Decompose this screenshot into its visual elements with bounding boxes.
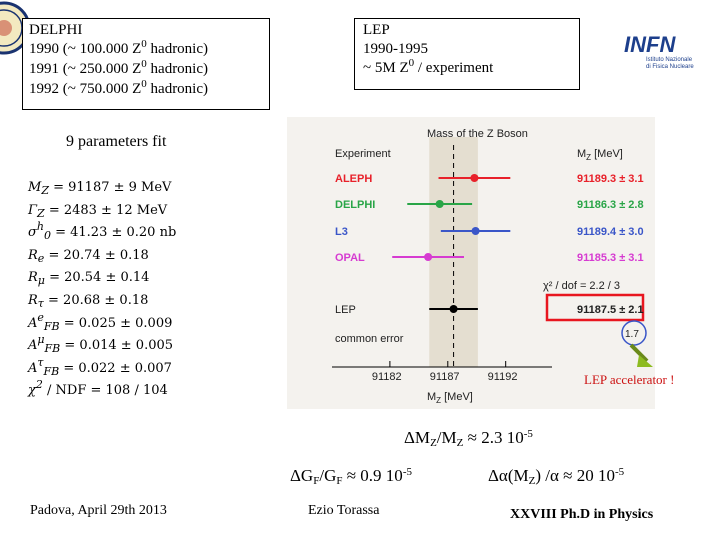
footer-course: XXVIII Ph.D in Physics	[510, 507, 654, 522]
lep-events-line: ~ 5M Z0 / experiment	[363, 57, 494, 76]
fit-parameter: MZ = 91187 ± 9 MeV	[28, 180, 172, 197]
experiment-label: L3	[335, 226, 348, 238]
fit-title: 9 parameters fit	[66, 133, 167, 150]
delphi-info-box: DELPHI 1990 (~ 100.000 Z0 hadronic) 1991 …	[22, 18, 270, 110]
lep-accelerator-note: LEP accelerator !	[584, 372, 675, 387]
arrow-head-icon	[637, 355, 653, 367]
experiment-point	[471, 227, 480, 235]
footer-date-place: Padova, April 29th 2013	[30, 503, 167, 518]
experiment-label: ALEPH	[335, 173, 372, 185]
lep-point	[449, 305, 458, 313]
fit-parameter: AτFB = 0.022 ± 0.007	[28, 355, 172, 378]
fit-parameter: Rμ = 20.54 ± 0.14	[28, 270, 150, 288]
lep-info-box: LEP 1990-1995 ~ 5M Z0 / experiment	[354, 18, 580, 90]
experiment-label: OPAL	[335, 252, 365, 264]
lep-years: 1990-1995	[363, 41, 428, 57]
arrow-shaft	[629, 343, 649, 363]
x-axis-tick-label: 91187	[430, 371, 460, 383]
fit-parameter: σh0 = 41.23 ± 0.20 nb	[28, 220, 177, 243]
fit-parameter: ΓZ = 2483 ± 12 MeV	[28, 202, 168, 220]
lep-error-band	[429, 137, 478, 367]
gf-precision-formula: ΔGF/GF ≈ 0.9 10-5	[290, 466, 412, 487]
delphi-line: 1992 (~ 750.000 Z0 hadronic)	[29, 78, 209, 97]
footer-author: Ezio Torassa	[308, 503, 380, 518]
common-error-label: common error	[335, 333, 404, 345]
delphi-statistics-lines: 1990 (~ 100.000 Z0 hadronic) 1991 (~ 250.…	[29, 38, 263, 100]
fit-parameter: χ2 / NDF = 108 / 104	[28, 378, 168, 399]
x-axis-label: MZ [MeV]	[427, 391, 473, 405]
fit-parameter: Re = 20.74 ± 0.18	[28, 247, 149, 265]
common-error-circle	[621, 320, 647, 346]
common-error-value: 1.7	[625, 329, 639, 340]
chart-header-experiment: Experiment	[335, 148, 391, 160]
z-mass-chart-panel: Mass of the Z Boson Experiment MZ [MeV] ALE…	[287, 117, 655, 409]
experiment-value-label: 91189.3 ± 3.1	[577, 173, 644, 185]
lep-combined-label: LEP	[335, 304, 356, 316]
infn-logo-subtitle-1: Istituto Nazionale	[646, 57, 693, 63]
delphi-line: 1991 (~ 250.000 Z0 hadronic)	[29, 58, 209, 77]
fit-parameter: Rτ = 20.68 ± 0.18	[28, 293, 149, 310]
alpha-precision-formula: Δα(MZ) /α ≈ 20 10-5	[488, 466, 625, 487]
x-axis-tick-label: 91182	[372, 371, 402, 383]
delphi-line: 1990 (~ 100.000 Z0 hadronic)	[29, 38, 209, 57]
experiment-value-label: 91185.3 ± 3.1	[577, 252, 644, 264]
lep-value-label: 91187.5 ± 2.1	[577, 304, 644, 316]
infn-logo: INFN Istituto Nazionale di Fisica Nuclea…	[624, 32, 694, 70]
experiment-point	[435, 200, 444, 208]
infn-logo-text: INFN	[624, 32, 676, 57]
fit-parameter: AμFB = 0.014 ± 0.005	[28, 333, 174, 356]
chart-title: Mass of the Z Boson	[427, 128, 528, 140]
chi2-label: χ² / dof = 2.2 / 3	[543, 280, 620, 292]
mz-precision-formula: ΔMZ/MZ ≈ 2.3 10-5	[404, 428, 533, 449]
z-mass-chart: Mass of the Z Boson Experiment MZ [MeV] ALE…	[332, 128, 653, 405]
infn-logo-subtitle-2: di Fisica Nucleare	[646, 64, 694, 70]
delphi-title: DELPHI	[29, 22, 83, 38]
lep-title: LEP	[363, 22, 390, 38]
chart-header-mz: MZ [MeV]	[577, 148, 623, 162]
fit-parameter: AeFB = 0.025 ± 0.009	[28, 310, 173, 333]
lep-value-highlight	[545, 293, 645, 322]
experiment-value-label: 91186.3 ± 2.8	[577, 199, 644, 211]
experiment-point	[470, 174, 479, 182]
experiment-point	[424, 253, 433, 261]
university-seal-icon	[0, 1, 30, 55]
x-axis-tick-label: 91192	[488, 371, 518, 383]
experiment-label: DELPHI	[335, 199, 375, 211]
experiment-value-label: 91189.4 ± 3.0	[577, 226, 644, 238]
